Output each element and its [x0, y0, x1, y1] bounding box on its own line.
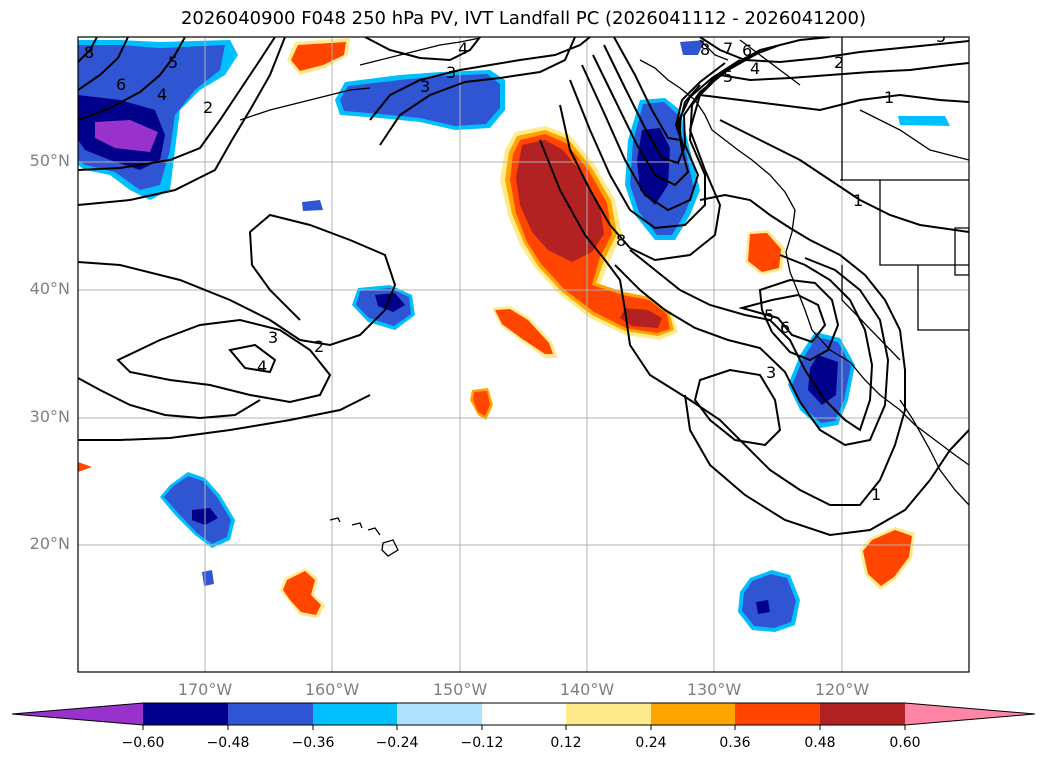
pv-positive-regions [78, 38, 915, 618]
colorbar-tick-label: −0.48 [206, 735, 250, 751]
colorbar-tick-label: −0.36 [291, 735, 335, 751]
lon-label: 170°W [177, 680, 233, 699]
colorbar-bin [143, 703, 228, 725]
colorbar-tick-label: −0.12 [460, 735, 504, 751]
contour-label: 8 [84, 43, 94, 62]
colorbar-bin [228, 703, 313, 725]
contour-label: 6 [742, 41, 752, 60]
colorbar-bin [566, 703, 651, 725]
chart-title: 2026040900 F048 250 hPa PV, IVT Landfall… [180, 8, 867, 29]
contour-label: 4 [257, 357, 267, 376]
lon-label: 130°W [686, 680, 742, 699]
contour-labels: 8 6 5 4 2 3 4 3 2 8 7 6 5 4 2 1 1 8 5 6 … [84, 27, 946, 504]
contour-label: 1 [884, 88, 894, 107]
contour-label: 6 [116, 75, 126, 94]
lat-label: 50°N [29, 151, 70, 170]
contour-label: 5 [936, 27, 946, 46]
lon-label: 140°W [559, 680, 615, 699]
colorbar-tick-label: 0.60 [889, 735, 921, 751]
colorbar-extend-max [905, 703, 1035, 725]
map-frame [77, 36, 970, 673]
contour-label: 5 [723, 67, 733, 86]
colorbar-bin [820, 703, 905, 725]
contour-label: 1 [853, 191, 863, 210]
contour-label: 4 [750, 59, 760, 78]
colorbar-bin [651, 703, 735, 725]
colorbar-bin [735, 703, 820, 725]
colorbar-bin [397, 703, 482, 725]
colorbar-bin [313, 703, 397, 725]
colorbar [11, 702, 1036, 730]
colorbar-tick-label: −0.60 [121, 735, 165, 751]
lat-label: 40°N [29, 279, 70, 298]
lon-label: 150°W [432, 680, 488, 699]
colorbar-tick-label: 0.48 [804, 735, 836, 751]
contour-label: 5 [168, 53, 178, 72]
contour-label: 4 [458, 39, 468, 58]
contour-label: 2 [203, 98, 213, 117]
lon-label: 160°W [304, 680, 360, 699]
contour-label: 8 [616, 231, 626, 250]
contour-label: 5 [764, 306, 774, 325]
colorbar-tick-label: −0.24 [375, 735, 419, 751]
colorbar-tick-label: 0.36 [719, 735, 751, 751]
contour-label: 3 [268, 328, 278, 347]
lat-label: 20°N [29, 534, 70, 553]
contour-label: 8 [700, 40, 710, 59]
lat-label: 30°N [29, 407, 70, 426]
contour-label: 7 [723, 39, 733, 58]
contour-label: 3 [420, 77, 430, 96]
contour-label: 2 [314, 337, 324, 356]
contour-label: 4 [157, 85, 167, 104]
contour-label: 3 [766, 363, 776, 382]
colorbar-extend-min [12, 703, 143, 725]
colorbar-bin [482, 703, 566, 725]
contour-label: 1 [871, 485, 881, 504]
contour-label: 3 [446, 63, 456, 82]
colorbar-tick-label: 0.24 [635, 735, 667, 751]
ivt-contours [78, 37, 969, 537]
colorbar-tick-label: 0.12 [550, 735, 582, 751]
contour-label: 2 [834, 53, 844, 72]
lon-label: 120°W [814, 680, 870, 699]
contour-label: 6 [780, 318, 790, 337]
